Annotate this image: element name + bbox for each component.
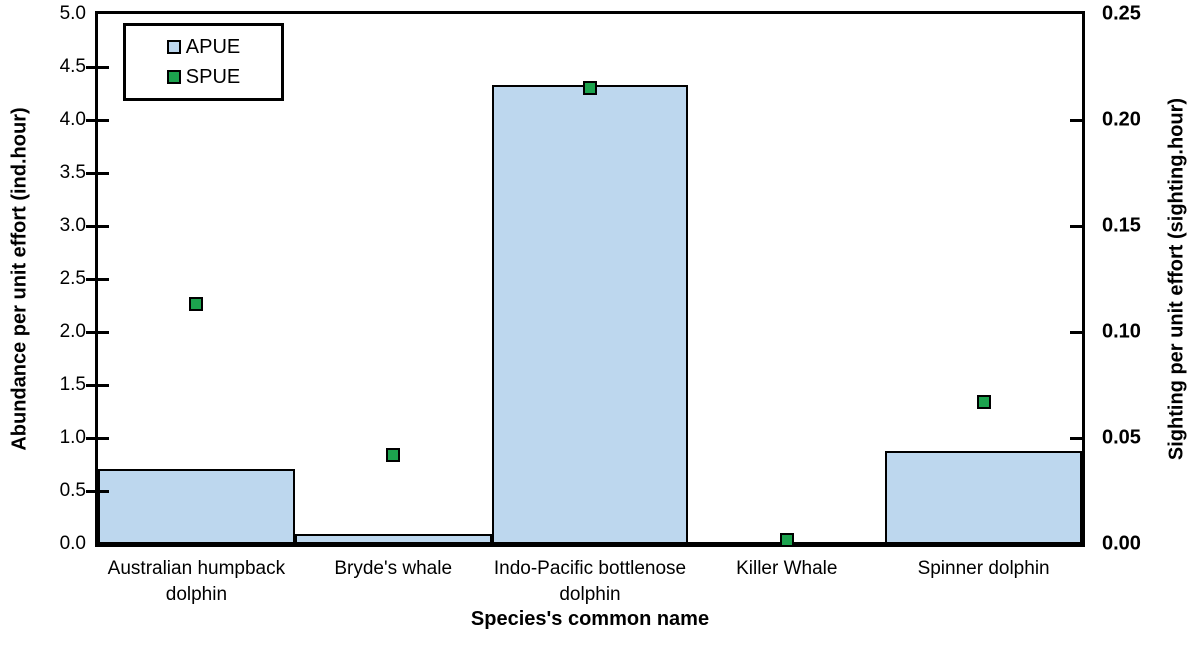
point-spue (583, 81, 597, 96)
legend-marker-apue (166, 39, 181, 54)
category-label: Killer Whale (736, 558, 838, 579)
right-axis-tick (1070, 436, 1082, 440)
left-axis-tick-label: 3.0 (59, 215, 86, 236)
left-axis-tick-label: 0.5 (59, 480, 86, 501)
point-spue (779, 532, 794, 547)
bar-apue (491, 85, 689, 544)
legend-item-apue: APUE (126, 37, 281, 57)
right-axis-tick-label: 0.15 (1102, 214, 1141, 237)
legend-label: APUE (185, 35, 241, 58)
bar-apue (98, 468, 295, 544)
left-axis-tick-label: 1.5 (59, 374, 86, 395)
right-axis-tick-label: 0.20 (1102, 108, 1141, 131)
right-axis-tick-label: 0.05 (1102, 426, 1141, 449)
bar-apue (294, 534, 492, 544)
bar-apue (885, 450, 1082, 544)
right-axis-tick-label: 0.00 (1102, 532, 1141, 555)
category-label: Bryde's whale (334, 558, 453, 579)
left-axis-tick-label: 2.0 (59, 321, 86, 342)
left-axis-tick (86, 383, 109, 387)
right-axis-tick (1070, 330, 1082, 334)
point-spue (976, 394, 991, 409)
category-label: Australian humpback dolphin (107, 558, 286, 605)
left-axis-tick-label: 4.5 (59, 56, 86, 77)
legend: APUE SPUE (123, 23, 284, 101)
right-axis-tick (1070, 118, 1082, 122)
legend-label: SPUE (185, 66, 241, 89)
right-axis-tick-label: 0.25 (1102, 2, 1141, 25)
left-axis-tick (86, 436, 109, 440)
left-axis-tick (86, 330, 109, 334)
right-axis-tick (1070, 224, 1082, 228)
left-axis-tick (86, 224, 109, 228)
left-axis-tick (86, 489, 109, 493)
right-axis-title: Sighting per unit effort (sighting.hour) (1165, 97, 1188, 461)
left-axis-tick (86, 171, 109, 175)
right-axis-tick-label: 0.10 (1102, 320, 1141, 343)
left-axis-tick-label: 2.5 (59, 268, 86, 289)
left-axis-title: Abundance per unit effort (ind.hour) (8, 107, 31, 451)
left-axis-tick-label: 0.0 (59, 533, 86, 554)
left-axis-tick-label: 5.0 (59, 3, 86, 24)
x-axis-title: Species's common name (470, 608, 710, 630)
left-axis-tick-label: 4.0 (59, 109, 86, 130)
category-label: Spinner dolphin (917, 558, 1050, 579)
left-axis-tick (86, 118, 109, 122)
point-spue (386, 447, 401, 462)
legend-item-spue: SPUE (126, 67, 281, 87)
left-axis-tick-label: 1.0 (59, 427, 86, 448)
left-axis-tick (86, 277, 109, 281)
point-spue (189, 297, 204, 312)
left-axis-tick-label: 3.5 (59, 162, 86, 183)
legend-marker-spue (166, 70, 181, 85)
category-label: Indo-Pacific bottlenose dolphin (493, 558, 687, 605)
left-axis-tick (86, 65, 109, 69)
